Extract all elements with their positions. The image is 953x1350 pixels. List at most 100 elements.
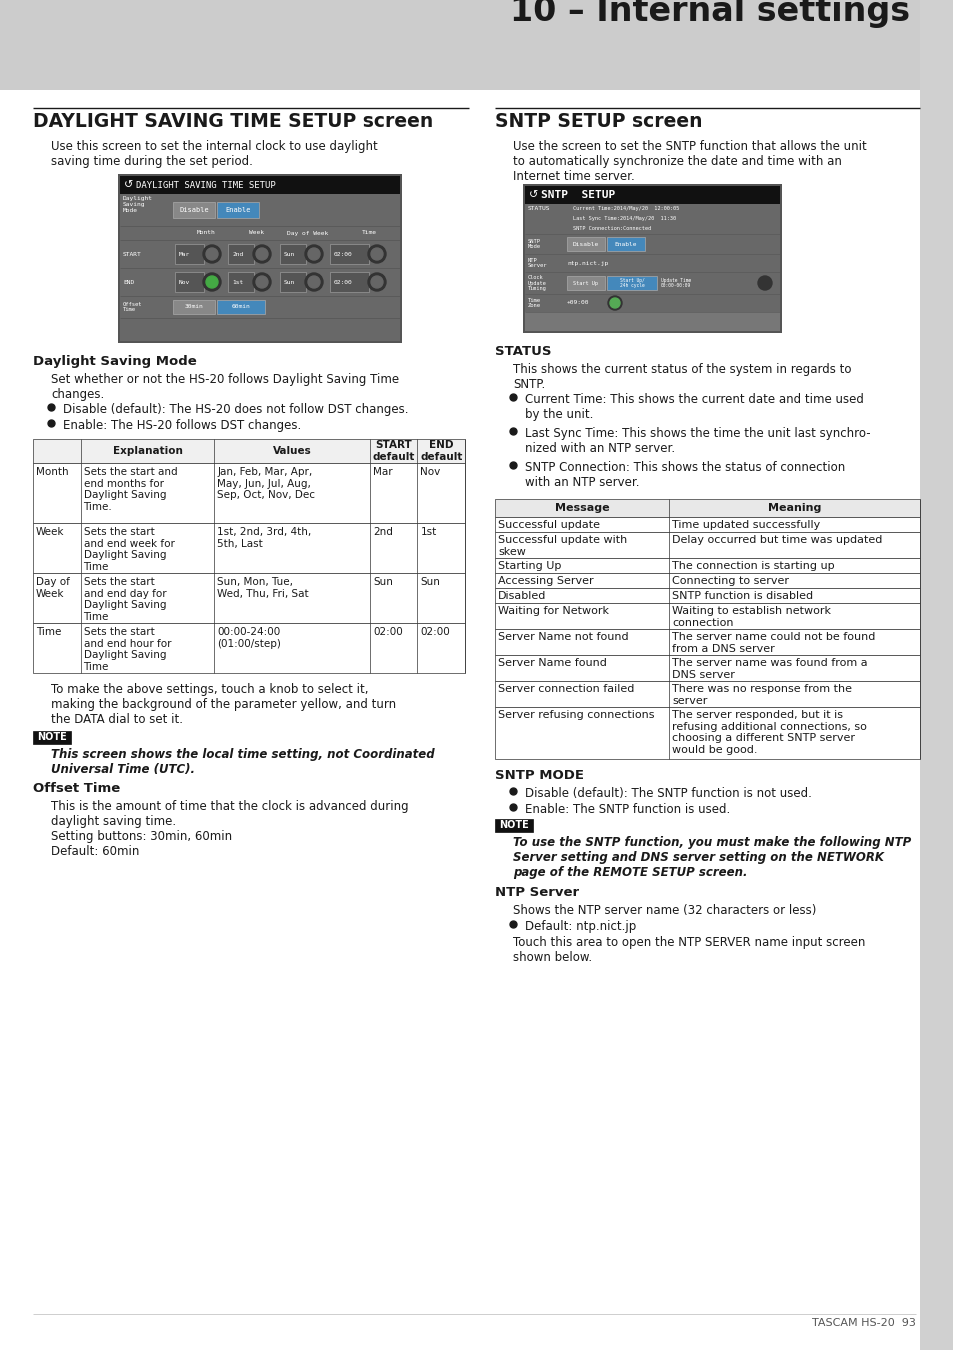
- Bar: [566, 275, 604, 290]
- Text: Meaning: Meaning: [767, 504, 821, 513]
- Bar: [120, 296, 399, 319]
- Text: Enable: The HS-20 follows DST changes.: Enable: The HS-20 follows DST changes.: [63, 418, 301, 432]
- Bar: [495, 532, 919, 558]
- Text: END: END: [123, 279, 134, 285]
- Text: This screen shows the local time setting, not Coordinated
Universal Time (UTC).: This screen shows the local time setting…: [51, 748, 435, 776]
- Text: Sets the start and
end months for
Daylight Saving
Time.: Sets the start and end months for Daylig…: [84, 467, 177, 512]
- Text: Set whether or not the HS-20 follows Daylight Saving Time
changes.: Set whether or not the HS-20 follows Day…: [51, 373, 398, 401]
- Bar: [919, 0, 953, 1350]
- Bar: [495, 500, 919, 517]
- Bar: [120, 319, 399, 342]
- Bar: [524, 204, 780, 234]
- Text: START
default: START default: [372, 440, 415, 462]
- Text: Last Sync Time:2014/May/20  11:30: Last Sync Time:2014/May/20 11:30: [573, 216, 676, 221]
- Text: Update Time
00:00-00:09: Update Time 00:00-00:09: [660, 278, 691, 289]
- Bar: [228, 271, 253, 292]
- Text: SNTP  SETUP: SNTP SETUP: [540, 190, 615, 200]
- Text: SNTP SETUP screen: SNTP SETUP screen: [495, 112, 701, 131]
- Text: 02:00: 02:00: [334, 251, 353, 256]
- Text: ↺: ↺: [124, 180, 133, 190]
- Text: Server refusing connections: Server refusing connections: [497, 710, 654, 720]
- Text: SNTP
Mode: SNTP Mode: [527, 239, 540, 250]
- Bar: [0, 0, 953, 90]
- Bar: [495, 572, 919, 589]
- Bar: [495, 680, 919, 707]
- Text: SNTP MODE: SNTP MODE: [495, 769, 583, 782]
- Text: Touch this area to open the NTP SERVER name input screen
shown below.: Touch this area to open the NTP SERVER n…: [513, 936, 864, 964]
- Text: NTP Server: NTP Server: [495, 886, 578, 899]
- Text: There was no response from the
server: There was no response from the server: [672, 684, 851, 706]
- Text: Enable: Enable: [614, 242, 637, 247]
- Bar: [524, 186, 780, 331]
- Text: 1st: 1st: [420, 526, 436, 537]
- Text: Start Up/
24h cycle: Start Up/ 24h cycle: [619, 278, 643, 289]
- Text: Week: Week: [250, 231, 264, 235]
- Bar: [495, 603, 919, 629]
- Text: Use this screen to set the internal clock to use daylight
saving time during the: Use this screen to set the internal cloc…: [51, 140, 377, 167]
- Text: START: START: [123, 251, 142, 256]
- Text: ntp.nict.jp: ntp.nict.jp: [566, 261, 608, 266]
- Text: Sun: Sun: [284, 251, 294, 256]
- Circle shape: [371, 275, 382, 288]
- Circle shape: [308, 275, 319, 288]
- Text: Use the screen to set the SNTP function that allows the unit
to automatically sy: Use the screen to set the SNTP function …: [513, 140, 866, 184]
- Circle shape: [758, 275, 771, 290]
- Bar: [330, 244, 369, 265]
- Circle shape: [253, 244, 271, 263]
- Text: Nov: Nov: [420, 467, 440, 477]
- Text: Sun: Sun: [420, 576, 440, 587]
- Text: Disable: Disable: [179, 207, 209, 213]
- Text: Mar: Mar: [179, 251, 190, 256]
- Bar: [330, 271, 369, 292]
- Text: Time: Time: [361, 231, 376, 235]
- Bar: [33, 572, 464, 622]
- Text: NTP
Server: NTP Server: [527, 258, 547, 269]
- Text: To make the above settings, touch a knob to select it,
making the background of : To make the above settings, touch a knob…: [51, 683, 395, 726]
- Text: Server connection failed: Server connection failed: [497, 684, 634, 694]
- Bar: [606, 238, 644, 251]
- Bar: [566, 238, 604, 251]
- Text: TASCAM HS-20  93: TASCAM HS-20 93: [811, 1318, 915, 1328]
- Text: Shows the NTP server name (32 characters or less): Shows the NTP server name (32 characters…: [513, 904, 816, 917]
- Circle shape: [368, 244, 386, 263]
- Bar: [120, 176, 399, 194]
- Circle shape: [253, 273, 271, 292]
- Text: Waiting to establish network
connection: Waiting to establish network connection: [672, 606, 830, 628]
- Text: Day of
Week: Day of Week: [36, 576, 70, 598]
- Bar: [216, 202, 258, 217]
- Text: Sets the start
and end hour for
Daylight Saving
Time: Sets the start and end hour for Daylight…: [84, 626, 171, 672]
- Circle shape: [206, 248, 218, 261]
- Bar: [33, 622, 464, 674]
- Text: Daylight Saving Mode: Daylight Saving Mode: [33, 355, 196, 369]
- Bar: [495, 629, 919, 655]
- Text: Connecting to server: Connecting to server: [672, 576, 788, 586]
- Bar: [280, 271, 306, 292]
- Text: Sun: Sun: [284, 279, 294, 285]
- Circle shape: [203, 244, 221, 263]
- Bar: [216, 300, 265, 315]
- Text: To use the SNTP function, you must make the following NTP
Server setting and DNS: To use the SNTP function, you must make …: [513, 836, 910, 879]
- Text: Last Sync Time: This shows the time the unit last synchro-
nized with an NTP ser: Last Sync Time: This shows the time the …: [524, 427, 870, 455]
- Bar: [172, 202, 214, 217]
- Bar: [524, 186, 780, 204]
- Text: SNTP function is disabled: SNTP function is disabled: [672, 591, 813, 601]
- Text: Delay occurred but time was updated: Delay occurred but time was updated: [672, 535, 882, 545]
- Text: Message: Message: [555, 504, 609, 513]
- Text: 10 – Internal settings: 10 – Internal settings: [509, 0, 909, 28]
- Text: 60min: 60min: [232, 305, 250, 309]
- Text: DAYLIGHT SAVING TIME SETUP: DAYLIGHT SAVING TIME SETUP: [136, 181, 275, 189]
- Text: Disable (default): The HS-20 does not follow DST changes.: Disable (default): The HS-20 does not fo…: [63, 404, 408, 416]
- Bar: [172, 300, 214, 315]
- Text: Jan, Feb, Mar, Apr,
May, Jun, Jul, Aug,
Sep, Oct, Nov, Dec: Jan, Feb, Mar, Apr, May, Jun, Jul, Aug, …: [217, 467, 315, 501]
- Text: The server name was found from a
DNS server: The server name was found from a DNS ser…: [672, 657, 867, 679]
- Text: Time updated successfully: Time updated successfully: [672, 520, 820, 531]
- Circle shape: [206, 275, 218, 288]
- Bar: [495, 558, 919, 572]
- Text: The connection is starting up: The connection is starting up: [672, 562, 834, 571]
- Bar: [495, 655, 919, 680]
- Bar: [522, 184, 781, 333]
- Bar: [174, 271, 204, 292]
- Circle shape: [255, 275, 268, 288]
- Text: Default: 60min: Default: 60min: [51, 845, 139, 859]
- Text: Starting Up: Starting Up: [497, 562, 560, 571]
